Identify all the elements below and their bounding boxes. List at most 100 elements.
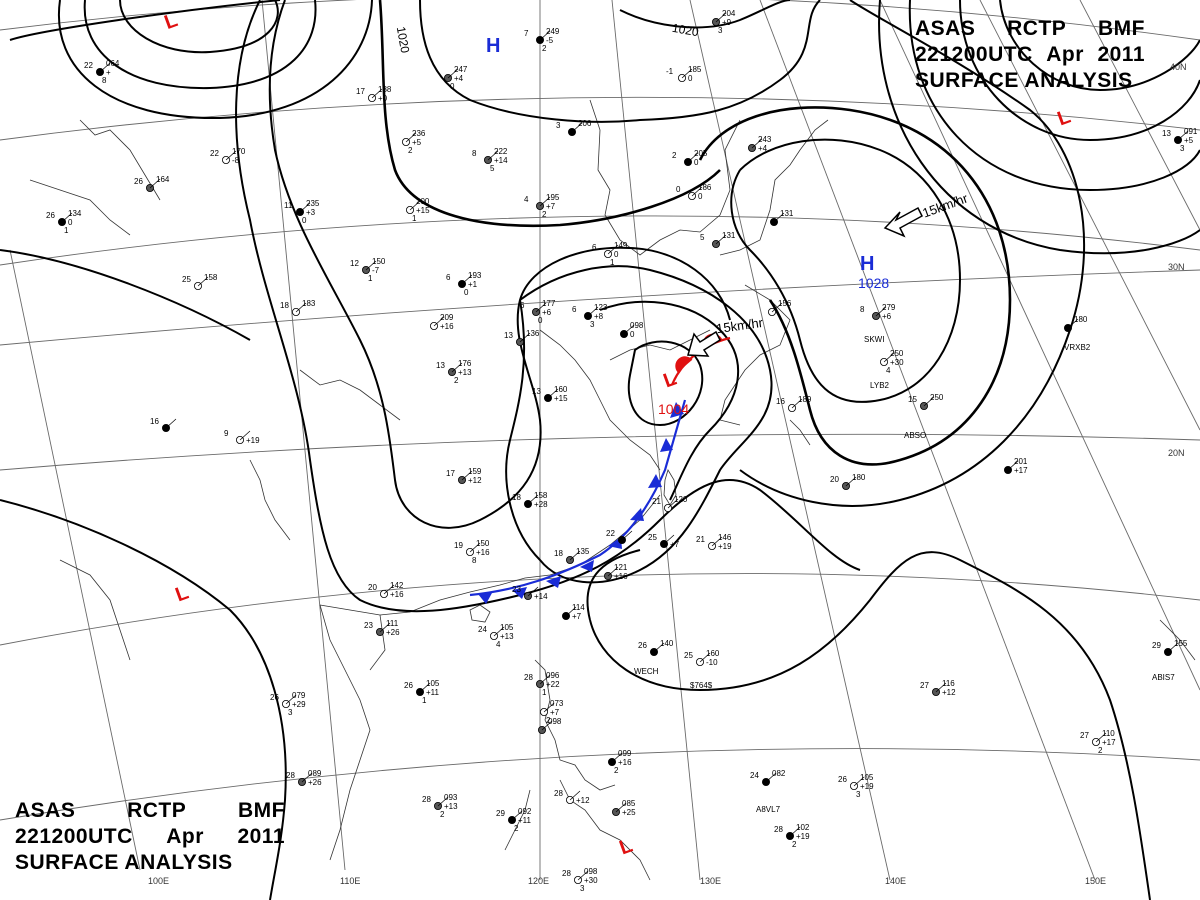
isobar bbox=[589, 551, 1151, 900]
station-plot: 28 098+303 bbox=[562, 867, 598, 893]
wind-barb-icon bbox=[493, 626, 505, 637]
station-tendency: +22 bbox=[546, 680, 560, 689]
wind-barb-icon bbox=[569, 790, 581, 801]
station-temperature: 28 bbox=[286, 771, 295, 780]
station-weather: 3 bbox=[1180, 144, 1185, 153]
station-temperature: 18 bbox=[512, 493, 521, 502]
wind-barb-icon bbox=[433, 316, 445, 327]
station-tendency: +16 bbox=[390, 590, 404, 599]
station-temperature: 22 bbox=[606, 529, 615, 538]
warm-front-line bbox=[670, 336, 731, 386]
station-pressure: 279 bbox=[882, 303, 896, 312]
wind-barb-icon bbox=[773, 212, 785, 223]
high-center-east: H bbox=[860, 253, 874, 275]
station-temperature: 6 bbox=[572, 305, 577, 314]
lat-label-20n: 20N bbox=[1168, 448, 1185, 458]
isobar bbox=[378, 0, 721, 227]
station-plot: 8 279+6 bbox=[860, 303, 896, 321]
station-tendency: +8 bbox=[594, 312, 604, 321]
station-tendency: +16 bbox=[476, 548, 490, 557]
station-pressure: 110 bbox=[1102, 729, 1115, 738]
header-bottom-left: ASAS RCTP BMF 221200UTC Apr 2011 SURFACE… bbox=[15, 798, 285, 876]
wind-barb-icon bbox=[653, 642, 665, 653]
station-pressure: 085 bbox=[622, 799, 636, 808]
wind-barb-icon bbox=[451, 362, 463, 373]
station-pressure: 146 bbox=[718, 533, 732, 542]
cold-front-barb bbox=[670, 402, 684, 418]
station-pressure: 064 bbox=[106, 59, 120, 68]
station-pressure: 195 bbox=[546, 193, 560, 202]
station-pressure: 160 bbox=[706, 649, 720, 658]
wind-barb-icon bbox=[569, 550, 581, 561]
header-station: RCTP bbox=[127, 799, 187, 822]
cold-front-barb bbox=[546, 576, 561, 588]
wind-barb-icon bbox=[197, 276, 209, 287]
ship-id: WECH bbox=[634, 667, 659, 676]
station-temperature: 9 bbox=[224, 429, 229, 438]
station-pressure: 201 bbox=[1014, 457, 1028, 466]
station-pressure: 105 bbox=[500, 623, 514, 632]
station-pressure: 093 bbox=[444, 793, 458, 802]
station-temperature: 13 bbox=[1162, 129, 1171, 138]
isobar bbox=[586, 549, 641, 621]
isobar bbox=[698, 106, 1012, 466]
station-tendency: +14 bbox=[494, 156, 508, 165]
station-weather: 2 bbox=[542, 210, 547, 219]
station-weather: 2 bbox=[514, 824, 519, 833]
station-temperature: 16 bbox=[776, 397, 785, 406]
station-tendency: +12 bbox=[942, 688, 956, 697]
station-plot: 26 164 bbox=[134, 175, 170, 192]
wind-barb-icon bbox=[571, 122, 583, 133]
station-tendency: -7 bbox=[372, 266, 380, 275]
station-plot: 250+304 bbox=[880, 349, 904, 375]
station-pressure: 099 bbox=[618, 749, 632, 758]
station-plot: 236+52 bbox=[401, 129, 426, 155]
motion-arrow-east-high bbox=[883, 206, 923, 238]
station-tendency: 0 bbox=[614, 250, 619, 259]
isobar bbox=[627, 340, 704, 427]
station-plot: 28 093+132 bbox=[422, 793, 458, 819]
motion-label: 15km/hr bbox=[715, 315, 764, 336]
station-plot: 17 188+0 bbox=[356, 85, 392, 103]
pressure-centers: H H 1028 L L L 1004 L L bbox=[162, 9, 1074, 859]
station-tendency: +7 bbox=[546, 202, 556, 211]
station-plot: 073+72 bbox=[540, 699, 564, 725]
station-plot: 114+7 bbox=[562, 603, 585, 621]
station-plot: 6 193+10 bbox=[446, 271, 482, 297]
latitude-lines bbox=[0, 0, 1200, 821]
wind-barb-icon bbox=[519, 332, 531, 343]
station-pressure: 250 bbox=[930, 393, 944, 402]
station-temperature: 26 bbox=[838, 775, 847, 784]
station-plot: 4 195+72 bbox=[524, 193, 560, 219]
motion-arrow-low bbox=[687, 330, 721, 357]
isobar bbox=[0, 249, 251, 341]
wind-barb-icon bbox=[539, 196, 551, 207]
station-temperature: 18 bbox=[280, 301, 289, 310]
station-temperature: 6 bbox=[520, 301, 525, 310]
low-center-taiwan-strait-value: 1004 bbox=[658, 401, 689, 417]
station-tendency: +5 bbox=[1184, 136, 1194, 145]
station-temperature: 28 bbox=[774, 825, 783, 834]
station-plot: 28 089+26 bbox=[286, 769, 322, 787]
station-plot: 13 176+132 bbox=[436, 359, 472, 385]
cold-front-barb bbox=[660, 438, 673, 452]
station-plot: 15 250 bbox=[908, 393, 944, 410]
ship-id: LYB2 bbox=[870, 381, 890, 390]
high-center-east-value: 1028 bbox=[858, 275, 889, 291]
station-tendency: +15 bbox=[416, 206, 430, 215]
station-plot: 180 bbox=[1064, 315, 1088, 332]
station-weather: 0 bbox=[302, 216, 307, 225]
isobar bbox=[599, 300, 740, 501]
header-title: SURFACE ANALYSIS bbox=[915, 69, 1133, 92]
station-tendency: +4 bbox=[454, 74, 464, 83]
station-tendency: +0 bbox=[378, 94, 388, 103]
station-pressure: 250 bbox=[890, 349, 904, 358]
station-temperature: 23 bbox=[364, 621, 373, 630]
station-pressure: 149 bbox=[614, 241, 628, 250]
wind-barb-icon bbox=[611, 752, 623, 763]
station-temperature: 26 bbox=[46, 211, 55, 220]
station-pressure: 185 bbox=[688, 65, 702, 74]
